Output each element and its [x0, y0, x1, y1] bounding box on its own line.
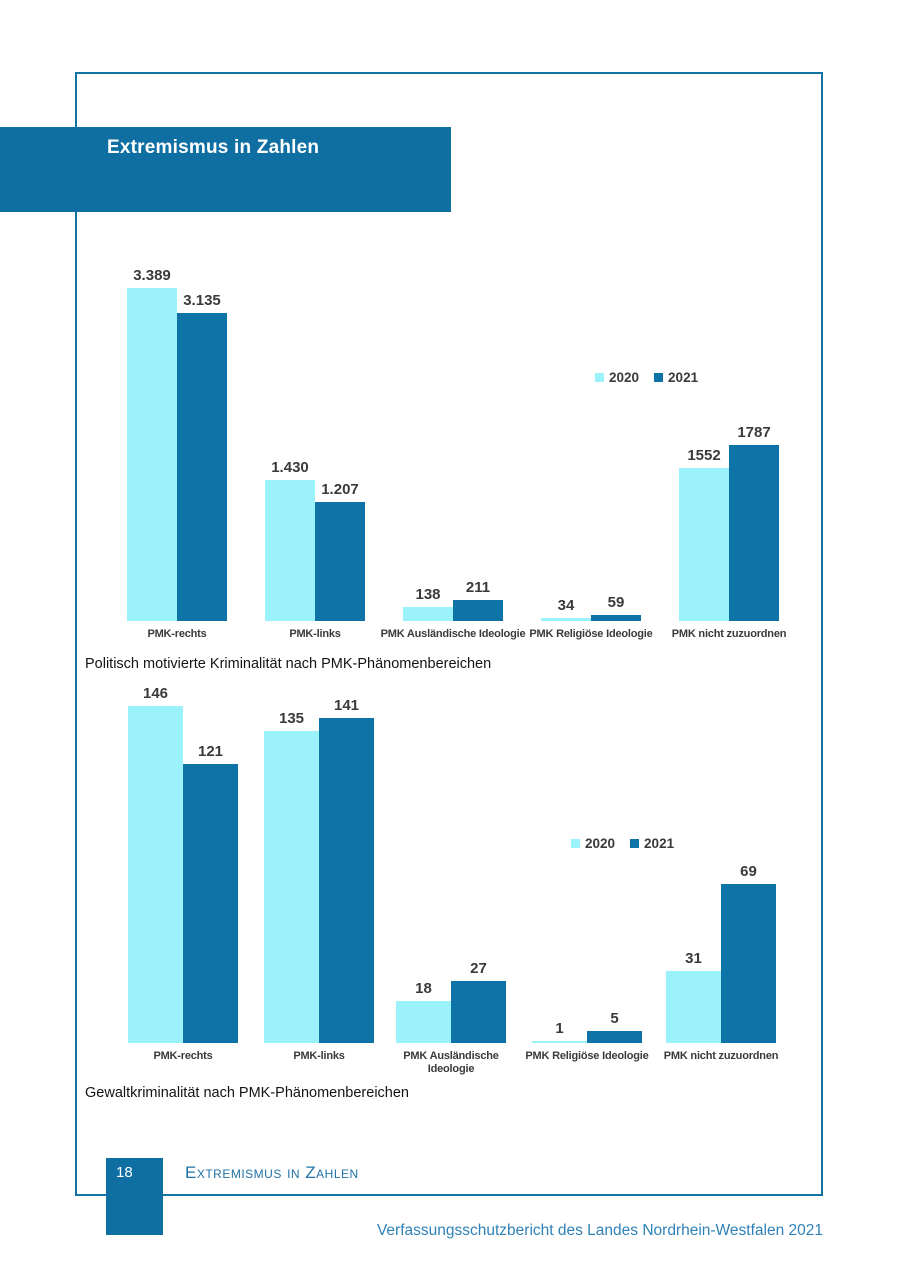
- chart2-caption: Gewaltkriminalität nach PMK-Phänomenbere…: [85, 1085, 409, 1101]
- bar-2021-pmk-nicht-zuzuordnen: [729, 445, 779, 621]
- legend-label-2020: 2020: [609, 370, 640, 385]
- bar-2020-pmk-nicht-zuzuordnen: [679, 468, 729, 621]
- bar-2020-pmk-religi-se-ideologie: [541, 617, 591, 621]
- page-number: 18: [116, 1164, 133, 1181]
- value-label-2021-pmk-links: 141: [333, 696, 360, 714]
- report-title: Verfassungsschutzbericht des Landes Nord…: [376, 1222, 823, 1239]
- bar-2020-pmk-religi-se-ideologie: [532, 1040, 587, 1043]
- category-label-pmk-links: PMK-links: [293, 1050, 345, 1062]
- category-label-pmk-nicht-zuzuordnen: PMK nicht zuzuordnen: [663, 1050, 779, 1062]
- value-label-2020-pmk-religi-se-ideologie: 1: [555, 1019, 564, 1037]
- value-label-2020-pmk-rechts: 3.389: [133, 266, 171, 284]
- bar-2020-pmk-rechts: [127, 287, 177, 621]
- value-label-2021-pmk-rechts: 121: [197, 742, 224, 760]
- bar-2020-pmk-links: [264, 731, 319, 1043]
- bar-2021-pmk-ausl-ndische-ideologie: [453, 600, 503, 621]
- category-label-pmk-ausl-ndische-ideologie: PMK Ausländische Ideologie: [403, 1050, 499, 1076]
- value-label-2021-pmk-religi-se-ideologie: 5: [610, 1010, 619, 1028]
- page-number-box: 18: [106, 1158, 163, 1235]
- legend: 2020 2021: [595, 370, 698, 385]
- value-label-2021-pmk-ausl-ndische-ideologie: 211: [465, 579, 491, 597]
- value-label-2021-pmk-religi-se-ideologie: 59: [607, 594, 625, 612]
- category-label-pmk-religi-se-ideologie: PMK Religiöse Ideologie: [525, 1050, 649, 1062]
- bar-2020-pmk-ausl-ndische-ideologie: [396, 1001, 451, 1043]
- page-title: Extremismus in Zahlen: [107, 137, 320, 158]
- bar-2020-pmk-links: [265, 480, 315, 621]
- legend-swatch-2021: [630, 839, 640, 848]
- legend-swatch-2021: [654, 373, 664, 382]
- value-label-2020-pmk-links: 135: [278, 710, 305, 728]
- value-label-2020-pmk-religi-se-ideologie: 34: [557, 596, 575, 614]
- bar-2021-pmk-religi-se-ideologie: [591, 615, 641, 621]
- bar-2021-pmk-rechts: [183, 763, 238, 1043]
- legend-label-2021: 2021: [668, 370, 699, 385]
- value-label-2021-pmk-nicht-zuzuordnen: 69: [740, 862, 757, 880]
- value-label-2020-pmk-rechts: 146: [142, 685, 169, 703]
- legend-swatch-2020: [595, 373, 604, 382]
- value-label-2021-pmk-links: 1.207: [321, 481, 359, 499]
- bar-2021-pmk-nicht-zuzuordnen: [721, 883, 776, 1043]
- legend-label-2020: 2020: [585, 836, 616, 851]
- bar-2020-pmk-rechts: [128, 706, 183, 1043]
- value-label-2021-pmk-ausl-ndische-ideologie: 27: [470, 959, 487, 977]
- value-label-2020-pmk-nicht-zuzuordnen: 31: [685, 950, 702, 968]
- category-label-pmk-rechts: PMK-rechts: [153, 1050, 213, 1062]
- category-label-pmk-religi-se-ideologie: PMK Religiöse Ideologie: [529, 628, 653, 640]
- value-label-2021-pmk-rechts: 3.135: [183, 291, 221, 309]
- legend-item-2020: 2020: [571, 836, 615, 851]
- legend-item-2021: 2021: [654, 370, 698, 385]
- chart1-caption: Politisch motivierte Kriminalität nach P…: [85, 656, 492, 672]
- value-label-2020-pmk-nicht-zuzuordnen: 1552: [687, 447, 721, 465]
- value-label-2020-pmk-ausl-ndische-ideologie: 138: [415, 586, 441, 604]
- value-label-2020-pmk-ausl-ndische-ideologie: 18: [415, 980, 432, 998]
- category-label-pmk-ausl-ndische-ideologie: PMK Ausländische Ideologie: [380, 628, 526, 640]
- category-label-pmk-rechts: PMK-rechts: [147, 628, 207, 640]
- value-label-2020-pmk-links: 1.430: [271, 459, 309, 477]
- value-label-2021-pmk-nicht-zuzuordnen: 1787: [737, 424, 771, 442]
- bar-2021-pmk-ausl-ndische-ideologie: [451, 980, 506, 1043]
- legend-item-2020: 2020: [595, 370, 639, 385]
- legend: 2020 2021: [571, 836, 674, 851]
- legend-swatch-2020: [571, 839, 580, 848]
- bar-2020-pmk-ausl-ndische-ideologie: [403, 607, 453, 621]
- bar-2021-pmk-religi-se-ideologie: [587, 1031, 642, 1043]
- category-label-pmk-nicht-zuzuordnen: PMK nicht zuzuordnen: [671, 628, 787, 640]
- legend-item-2021: 2021: [630, 836, 674, 851]
- section-header-banner: Extremismus in Zahlen: [0, 127, 451, 212]
- bar-2020-pmk-nicht-zuzuordnen: [666, 971, 721, 1043]
- bar-2021-pmk-links: [315, 502, 365, 621]
- category-label-pmk-links: PMK-links: [289, 628, 341, 640]
- bar-2021-pmk-rechts: [177, 312, 227, 621]
- bar-2021-pmk-links: [319, 717, 374, 1043]
- legend-label-2021: 2021: [644, 836, 675, 851]
- running-head: Extremismus in Zahlen: [185, 1163, 359, 1182]
- page-frame-border: [75, 72, 823, 1196]
